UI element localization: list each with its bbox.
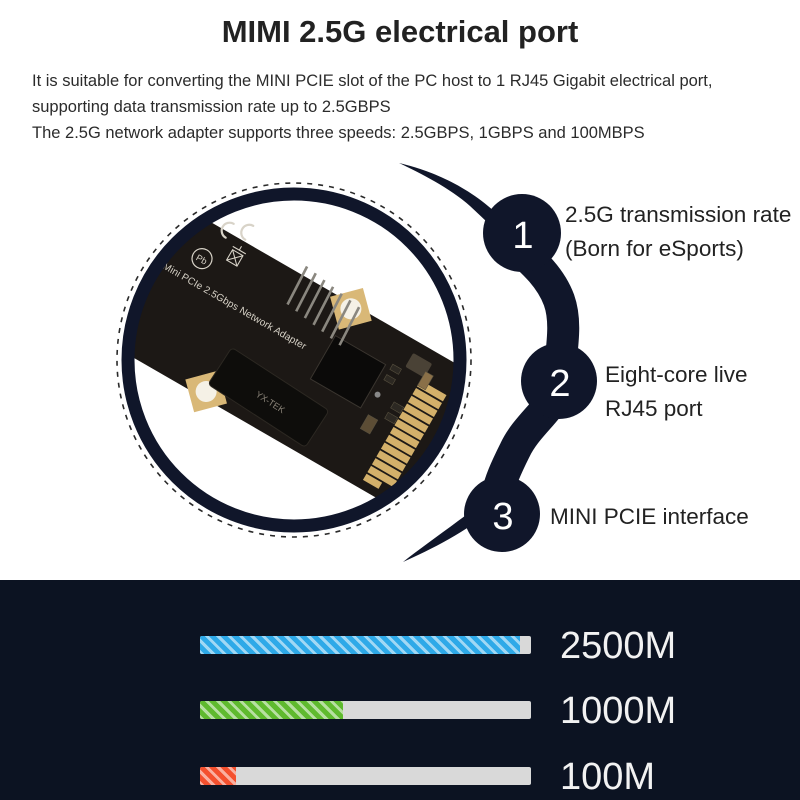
svg-text:1: 1 — [512, 215, 533, 257]
svg-text:2: 2 — [549, 363, 570, 405]
svg-text:3: 3 — [492, 496, 513, 538]
